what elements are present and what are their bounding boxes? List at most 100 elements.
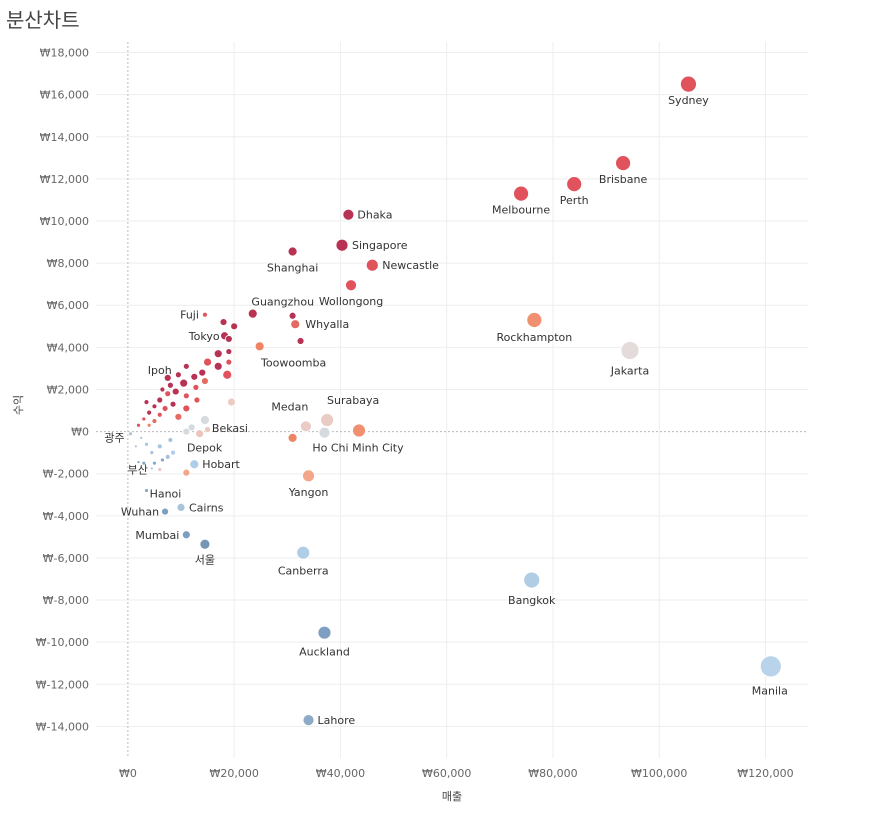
data-points <box>128 75 782 726</box>
data-point <box>352 423 366 438</box>
point-label: Dhaka <box>357 209 392 222</box>
data-point <box>182 392 190 400</box>
data-point <box>170 449 176 456</box>
data-point <box>141 416 147 422</box>
data-point <box>136 422 141 428</box>
data-point <box>222 369 233 380</box>
point-label: Shanghai <box>267 262 318 275</box>
x-axis-title: 매출 <box>442 790 462 803</box>
point-label: Rockhampton <box>496 331 572 344</box>
y-axis-title: 수익 <box>12 395 25 415</box>
point-label: 부산 <box>128 463 148 476</box>
data-point <box>287 433 298 443</box>
zero-lines <box>96 42 808 758</box>
data-point <box>179 378 189 388</box>
point-label: Singapore <box>352 239 408 252</box>
data-point <box>213 361 223 371</box>
data-point <box>288 311 297 320</box>
data-point <box>318 426 331 439</box>
point-labels: Sydney Brisbane Perth Melbourne Dhaka Singapo… <box>104 94 787 727</box>
point-label: Guangzhou <box>251 296 314 309</box>
x-tick-label: ₩0 <box>119 767 137 780</box>
data-point <box>200 415 210 425</box>
y-tick-label: ₩2,000 <box>47 383 89 396</box>
data-point <box>181 530 191 540</box>
y-tick-label: ₩14,000 <box>40 131 89 144</box>
data-point <box>201 377 209 385</box>
data-point <box>146 422 152 428</box>
data-point <box>146 409 153 416</box>
point-label: Newcastle <box>382 259 439 272</box>
data-point <box>143 399 150 406</box>
data-point <box>149 450 155 456</box>
data-point <box>526 312 543 328</box>
point-label: Tokyo <box>188 330 220 343</box>
data-point <box>151 418 158 424</box>
data-point <box>174 412 183 421</box>
data-point <box>227 397 236 407</box>
data-point <box>166 381 174 389</box>
data-point <box>317 625 332 640</box>
data-point <box>202 311 208 318</box>
point-label: Hanoi <box>150 488 182 501</box>
point-label: Bekasi <box>212 422 248 435</box>
grid <box>96 42 808 758</box>
point-label: Mumbai <box>135 529 179 542</box>
data-point <box>199 538 211 550</box>
point-label: Surabaya <box>327 394 379 407</box>
point-label: Sydney <box>668 94 709 107</box>
data-point <box>171 387 180 396</box>
point-label: Wollongong <box>319 295 383 308</box>
data-point <box>167 437 174 443</box>
point-label: Fuji <box>180 309 199 322</box>
data-point <box>566 176 583 193</box>
point-label: 광주 <box>104 432 124 445</box>
data-point <box>189 459 200 470</box>
data-point <box>254 341 265 352</box>
point-label: Melbourne <box>492 204 550 217</box>
data-point <box>523 571 541 589</box>
point-label: Brisbane <box>599 173 648 186</box>
y-tick-label: ₩-8,000 <box>43 594 89 607</box>
y-tick-label: ₩16,000 <box>40 89 89 102</box>
point-label: Perth <box>560 194 589 207</box>
data-point <box>302 714 315 726</box>
data-point <box>163 373 172 382</box>
point-label: Canberra <box>278 565 329 578</box>
point-label: Whyalla <box>305 318 349 331</box>
data-point <box>296 337 305 345</box>
point-label: Bangkok <box>508 594 556 607</box>
point-label: Medan <box>271 400 308 413</box>
x-tick-label: ₩120,000 <box>737 767 793 780</box>
data-point <box>144 488 149 493</box>
data-point <box>161 507 169 516</box>
data-point <box>187 423 196 432</box>
x-axis-ticks: ₩0 ₩20,000 ₩40,000 ₩60,000 ₩80,000 ₩100,000 ₩1… <box>119 767 794 780</box>
x-tick-label: ₩80,000 <box>528 767 577 780</box>
y-tick-label: ₩8,000 <box>47 257 89 270</box>
y-tick-label: ₩10,000 <box>40 215 89 228</box>
data-point <box>151 403 158 410</box>
y-tick-label: ₩-6,000 <box>43 552 89 565</box>
x-tick-label: ₩40,000 <box>316 767 365 780</box>
x-tick-label: ₩60,000 <box>422 767 471 780</box>
data-point <box>225 358 233 366</box>
x-tick-label: ₩20,000 <box>209 767 258 780</box>
data-point <box>302 469 315 483</box>
point-label: Toowoomba <box>260 356 326 369</box>
data-point <box>513 185 529 202</box>
y-tick-label: ₩6,000 <box>47 299 89 312</box>
point-label: Yangon <box>288 486 329 499</box>
data-point <box>195 429 205 439</box>
data-point <box>192 383 200 391</box>
point-label: Ho Chi Minh City <box>312 442 404 455</box>
y-tick-label: ₩12,000 <box>40 173 89 186</box>
data-point <box>213 349 223 359</box>
data-point <box>159 386 166 393</box>
data-point <box>225 348 233 355</box>
data-point <box>365 258 379 272</box>
y-tick-label: ₩-4,000 <box>43 510 89 523</box>
point-label: Jakarta <box>610 365 649 378</box>
data-point <box>156 443 163 450</box>
data-point <box>156 396 164 404</box>
